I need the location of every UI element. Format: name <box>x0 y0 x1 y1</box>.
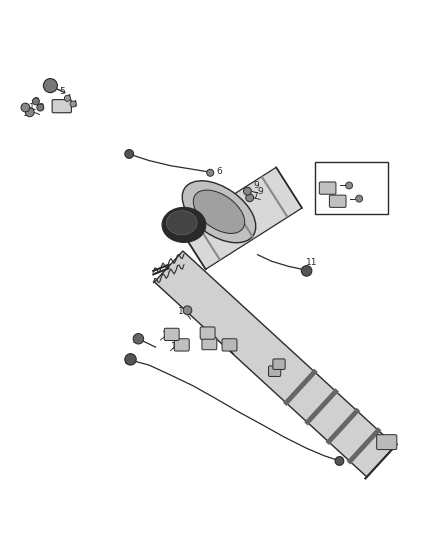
FancyBboxPatch shape <box>273 359 285 369</box>
Text: 10: 10 <box>362 197 374 206</box>
Text: 2: 2 <box>39 103 44 112</box>
Text: 16: 16 <box>201 340 212 349</box>
Circle shape <box>356 195 363 202</box>
Text: 9: 9 <box>257 187 263 196</box>
Circle shape <box>43 78 57 93</box>
FancyBboxPatch shape <box>202 337 217 350</box>
Ellipse shape <box>182 181 256 243</box>
Circle shape <box>25 108 34 117</box>
Ellipse shape <box>166 211 197 235</box>
FancyBboxPatch shape <box>319 182 336 194</box>
Text: 2: 2 <box>34 98 39 106</box>
Text: 1: 1 <box>22 109 28 118</box>
Text: 10: 10 <box>362 189 374 197</box>
Text: 7: 7 <box>252 192 258 201</box>
Text: 6: 6 <box>216 166 222 175</box>
Circle shape <box>37 104 44 111</box>
Text: 17: 17 <box>224 342 235 351</box>
Text: 8: 8 <box>344 206 350 215</box>
Text: 3: 3 <box>62 106 68 115</box>
Ellipse shape <box>193 190 245 233</box>
FancyBboxPatch shape <box>268 366 281 376</box>
FancyBboxPatch shape <box>52 100 71 113</box>
Circle shape <box>125 150 134 158</box>
Text: 4: 4 <box>65 94 71 103</box>
Text: 13: 13 <box>132 336 143 345</box>
Circle shape <box>207 169 214 176</box>
Circle shape <box>70 101 76 107</box>
Circle shape <box>346 182 353 189</box>
FancyBboxPatch shape <box>329 195 346 207</box>
Bar <box>315 162 388 214</box>
Text: 5: 5 <box>59 87 65 96</box>
FancyBboxPatch shape <box>164 328 179 341</box>
Circle shape <box>64 95 71 101</box>
Text: 9: 9 <box>253 181 259 190</box>
FancyBboxPatch shape <box>174 339 189 351</box>
Text: 18: 18 <box>272 362 283 371</box>
Text: 15: 15 <box>162 331 173 340</box>
Text: 16: 16 <box>199 330 211 339</box>
Circle shape <box>133 334 144 344</box>
Text: 11: 11 <box>306 257 318 266</box>
FancyBboxPatch shape <box>222 339 237 351</box>
Polygon shape <box>180 167 302 269</box>
Text: 14: 14 <box>178 306 190 316</box>
Text: 4: 4 <box>72 100 77 109</box>
Text: 15: 15 <box>171 342 183 351</box>
Polygon shape <box>155 251 395 477</box>
Circle shape <box>125 354 136 365</box>
FancyBboxPatch shape <box>200 327 215 339</box>
Circle shape <box>335 457 344 465</box>
Circle shape <box>32 98 39 105</box>
Ellipse shape <box>162 207 206 243</box>
Circle shape <box>183 306 192 314</box>
Circle shape <box>244 187 251 195</box>
Circle shape <box>301 265 312 276</box>
Circle shape <box>246 194 254 201</box>
Text: 1: 1 <box>29 103 35 112</box>
FancyBboxPatch shape <box>377 435 397 449</box>
Circle shape <box>21 103 30 112</box>
Text: 12: 12 <box>124 358 135 367</box>
Text: 18: 18 <box>268 368 279 377</box>
